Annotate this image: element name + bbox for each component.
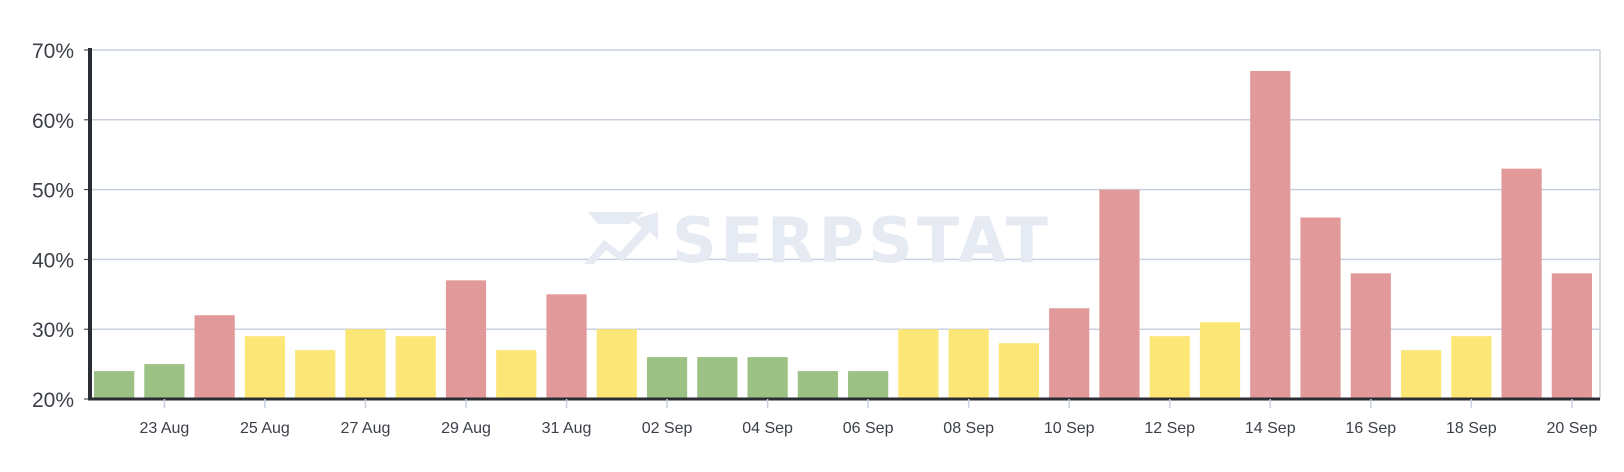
bar-24-aug[interactable] — [194, 315, 235, 399]
bar-27-aug[interactable] — [345, 329, 386, 399]
bars — [94, 70, 1592, 399]
axes — [88, 48, 1600, 401]
bar-06-sep[interactable] — [848, 371, 889, 399]
x-tick-label: 12 Sep — [1144, 420, 1195, 437]
bar-18-sep[interactable] — [1451, 336, 1492, 399]
x-tick-label: 08 Sep — [943, 420, 994, 437]
x-tick-label: 27 Aug — [341, 420, 391, 437]
bar-16-sep[interactable] — [1350, 273, 1391, 399]
x-tick-label: 16 Sep — [1345, 420, 1396, 437]
bar-17-sep[interactable] — [1400, 350, 1442, 399]
bar-19-sep[interactable] — [1501, 168, 1542, 399]
x-tick-label: 25 Aug — [240, 420, 290, 437]
bar-26-aug[interactable] — [295, 350, 336, 399]
bar-22-aug[interactable] — [94, 371, 135, 399]
x-tick-label: 06 Sep — [843, 420, 894, 437]
bar-05-sep[interactable] — [797, 371, 838, 399]
bar-02-sep[interactable] — [646, 357, 688, 399]
bar-15-sep[interactable] — [1300, 217, 1341, 399]
bar-09-sep[interactable] — [998, 343, 1040, 399]
bar-20-sep[interactable] — [1551, 273, 1592, 399]
x-tick-label: 31 Aug — [542, 420, 592, 437]
y-tick-label: 70% — [32, 40, 74, 63]
bar-31-aug[interactable] — [546, 294, 587, 399]
x-axis-ticks: 23 Aug 25 Aug 27 Aug 29 Aug 31 Aug 02 Sep 04 S… — [139, 399, 1597, 437]
bar-25-aug[interactable] — [244, 336, 286, 399]
serpstat-logo-icon — [584, 212, 658, 264]
x-tick-label: 23 Aug — [139, 420, 189, 437]
bar-13-sep[interactable] — [1199, 322, 1241, 399]
bar-12-sep[interactable] — [1149, 336, 1190, 399]
bar-23-aug[interactable] — [144, 364, 185, 399]
x-tick-label: 04 Sep — [742, 420, 793, 437]
x-tick-label: 29 Aug — [441, 420, 491, 437]
grid-lines — [90, 49, 1601, 399]
y-tick-label: 40% — [32, 249, 74, 272]
y-axis-ticks: 20% 30% 40% 50% 60% 70% — [32, 40, 90, 412]
y-tick-label: 50% — [32, 180, 74, 203]
y-tick-label: 30% — [32, 319, 74, 342]
bar-29-aug[interactable] — [445, 280, 487, 399]
bar-07-sep[interactable] — [898, 329, 939, 399]
bar-08-sep[interactable] — [948, 329, 989, 399]
watermark-text: SERPSTAT — [672, 204, 1052, 277]
watermark: SERPSTAT — [584, 204, 1052, 277]
x-tick-label: 02 Sep — [642, 420, 693, 437]
x-tick-label: 14 Sep — [1245, 420, 1296, 437]
bar-11-sep[interactable] — [1099, 189, 1140, 399]
x-tick-label: 18 Sep — [1446, 420, 1497, 437]
bar-14-sep[interactable] — [1250, 70, 1291, 399]
x-tick-label: 10 Sep — [1044, 420, 1095, 437]
bar-01-sep[interactable] — [596, 329, 637, 399]
bar-03-sep[interactable] — [697, 357, 738, 399]
bar-10-sep[interactable] — [1049, 308, 1090, 399]
y-tick-label: 20% — [32, 389, 74, 412]
y-tick-label: 60% — [32, 110, 74, 133]
bar-28-aug[interactable] — [395, 336, 436, 399]
x-tick-label: 20 Sep — [1547, 420, 1598, 437]
bar-04-sep[interactable] — [747, 357, 788, 399]
bar-30-aug[interactable] — [496, 350, 537, 399]
